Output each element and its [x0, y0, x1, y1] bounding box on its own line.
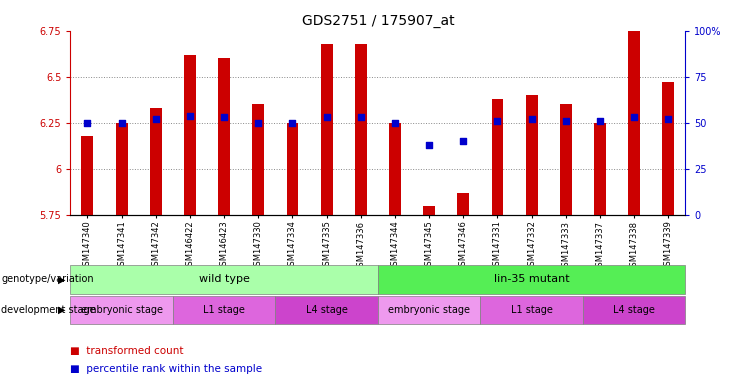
Bar	[457, 193, 469, 215]
Bar	[184, 55, 196, 215]
Point	[355, 114, 367, 121]
Bar	[355, 44, 367, 215]
Bar	[82, 136, 93, 215]
Text: lin-35 mutant: lin-35 mutant	[494, 274, 570, 285]
Bar	[389, 123, 401, 215]
Text: ■  transformed count: ■ transformed count	[70, 346, 184, 356]
Point	[253, 120, 265, 126]
Text: L1 stage: L1 stage	[203, 305, 245, 315]
Text: wild type: wild type	[199, 274, 250, 285]
Text: development stage: development stage	[1, 305, 96, 315]
Text: genotype/variation: genotype/variation	[1, 274, 94, 285]
Point	[184, 113, 196, 119]
Bar	[491, 99, 503, 215]
Text: ▶: ▶	[58, 274, 65, 285]
Point	[116, 120, 127, 126]
Point	[594, 118, 606, 124]
Point	[150, 116, 162, 122]
Point	[218, 114, 230, 121]
Text: embryonic stage: embryonic stage	[81, 305, 162, 315]
Point	[82, 120, 93, 126]
Bar	[594, 123, 606, 215]
Bar	[321, 44, 333, 215]
Text: L1 stage: L1 stage	[511, 305, 553, 315]
Point	[457, 138, 469, 144]
Bar	[628, 10, 640, 215]
Title: GDS2751 / 175907_at: GDS2751 / 175907_at	[302, 14, 454, 28]
Point	[423, 142, 435, 148]
Bar	[560, 104, 572, 215]
Bar	[287, 123, 299, 215]
Bar	[423, 206, 435, 215]
Bar	[150, 108, 162, 215]
Point	[321, 114, 333, 121]
Point	[662, 116, 674, 122]
Bar	[116, 123, 127, 215]
Point	[628, 114, 640, 121]
Text: embryonic stage: embryonic stage	[388, 305, 470, 315]
Point	[389, 120, 401, 126]
Bar	[525, 95, 538, 215]
Point	[287, 120, 299, 126]
Bar	[218, 58, 230, 215]
Text: ■  percentile rank within the sample: ■ percentile rank within the sample	[70, 364, 262, 374]
Text: ▶: ▶	[58, 305, 65, 315]
Point	[526, 116, 538, 122]
Point	[491, 118, 503, 124]
Text: L4 stage: L4 stage	[614, 305, 655, 315]
Bar	[253, 104, 265, 215]
Bar	[662, 82, 674, 215]
Point	[560, 118, 572, 124]
Text: L4 stage: L4 stage	[306, 305, 348, 315]
